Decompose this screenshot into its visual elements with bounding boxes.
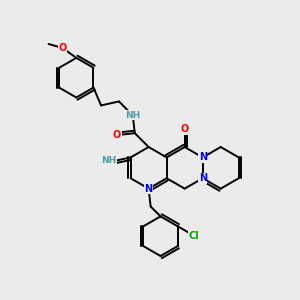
Text: O: O (58, 43, 67, 53)
Text: NH: NH (125, 111, 140, 120)
Text: N: N (199, 152, 207, 162)
Text: N: N (145, 184, 153, 194)
Text: NH: NH (101, 156, 116, 165)
Text: O: O (113, 130, 121, 140)
Text: N: N (199, 173, 207, 183)
Text: O: O (181, 124, 189, 134)
Text: Cl: Cl (188, 231, 199, 241)
